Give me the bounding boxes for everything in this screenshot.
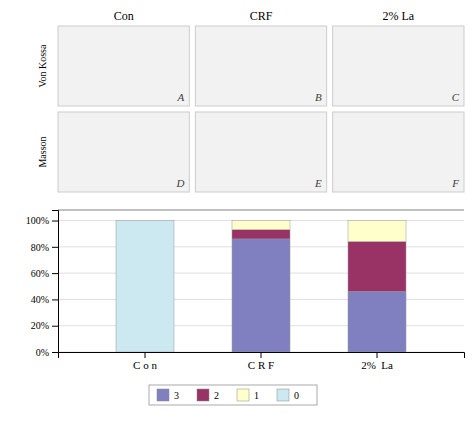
x-tick-label: 2% La xyxy=(361,359,393,371)
y-tick-mark xyxy=(52,247,58,248)
bar-segment xyxy=(348,242,406,292)
legend-label: 2 xyxy=(214,390,219,401)
x-tick: 2% La xyxy=(361,352,393,371)
grid xyxy=(58,221,464,352)
x-axis-line xyxy=(59,353,465,359)
y-tick: 0% xyxy=(36,347,58,358)
row-label: Masson xyxy=(37,136,48,167)
bar-series xyxy=(232,221,406,242)
y-tick: 20% xyxy=(31,320,58,331)
y-tick-mark xyxy=(52,326,58,327)
bars xyxy=(116,221,406,352)
panel-letter: C xyxy=(452,91,460,103)
legend-label: 3 xyxy=(174,390,179,401)
y-axis-line xyxy=(52,211,59,353)
y-tick-mark xyxy=(52,352,58,353)
y-tick: 60% xyxy=(31,268,58,279)
panel-letter: A xyxy=(177,91,185,103)
legend-swatch xyxy=(157,389,169,401)
panels: A Con B CRF C 2% La Von Kossa D E F Masson xyxy=(37,9,464,192)
x-tick-mark xyxy=(145,352,146,358)
bar-segment xyxy=(348,292,406,352)
image-panel xyxy=(58,26,189,106)
legend-label: 1 xyxy=(254,390,259,401)
y-tick-mark xyxy=(52,221,58,222)
bar-segment xyxy=(232,239,290,352)
legend-swatch xyxy=(277,389,289,401)
bar-segment xyxy=(116,221,174,352)
column-label: CRF xyxy=(250,9,273,23)
x-tick-mark xyxy=(377,352,378,358)
image-panel xyxy=(195,112,326,192)
bar-segment xyxy=(348,221,406,242)
bar-segment xyxy=(232,221,290,230)
bar-segment xyxy=(348,220,406,221)
legend-swatch xyxy=(237,389,249,401)
image-panel xyxy=(333,112,464,192)
image-panel xyxy=(333,26,464,106)
y-tick-label: 0% xyxy=(36,347,49,358)
y-axis: 0% 20% 40% 60% 80% 100% xyxy=(26,211,59,358)
row-label: Von Kossa xyxy=(37,44,48,87)
legend-swatch xyxy=(197,389,209,401)
x-tick-mark xyxy=(261,352,262,358)
panel-letter: B xyxy=(315,91,322,103)
chart-root: A Con B CRF C 2% La Von Kossa D E F Masson 0% 20% 40%… xyxy=(0,0,474,423)
column-label: 2% La xyxy=(383,9,415,23)
x-tick: C R F xyxy=(248,352,274,371)
x-axis: C o n C R F 2% La xyxy=(59,352,465,371)
panel-letter: F xyxy=(451,177,459,189)
y-tick-label: 60% xyxy=(31,268,49,279)
image-panel xyxy=(195,26,326,106)
y-tick-mark xyxy=(52,299,58,300)
legend: 3 2 1 0 xyxy=(149,385,317,405)
y-tick-mark xyxy=(52,273,58,274)
plot-frame xyxy=(58,210,464,211)
legend-label: 0 xyxy=(294,390,299,401)
y-tick: 40% xyxy=(31,294,58,305)
x-tick-label: C R F xyxy=(248,359,274,371)
y-tick: 80% xyxy=(31,242,58,253)
panel-letter: D xyxy=(175,177,184,189)
bar-series xyxy=(116,221,174,352)
y-tick-label: 100% xyxy=(26,215,49,226)
panel-letter: E xyxy=(314,177,322,189)
y-tick: 100% xyxy=(26,215,58,226)
y-tick-label: 80% xyxy=(31,242,49,253)
x-tick-label: C o n xyxy=(133,359,157,371)
y-tick-label: 20% xyxy=(31,320,49,331)
x-tick: C o n xyxy=(133,352,157,371)
bar-segment xyxy=(232,230,290,239)
column-label: Con xyxy=(114,9,134,23)
chart-svg: A Con B CRF C 2% La Von Kossa D E F Masson 0% 20% 40%… xyxy=(0,0,474,423)
legend-frame xyxy=(149,385,317,405)
bar-series xyxy=(232,239,406,352)
image-panel xyxy=(58,112,189,192)
bar-segment xyxy=(232,220,290,221)
y-tick-label: 40% xyxy=(31,294,49,305)
